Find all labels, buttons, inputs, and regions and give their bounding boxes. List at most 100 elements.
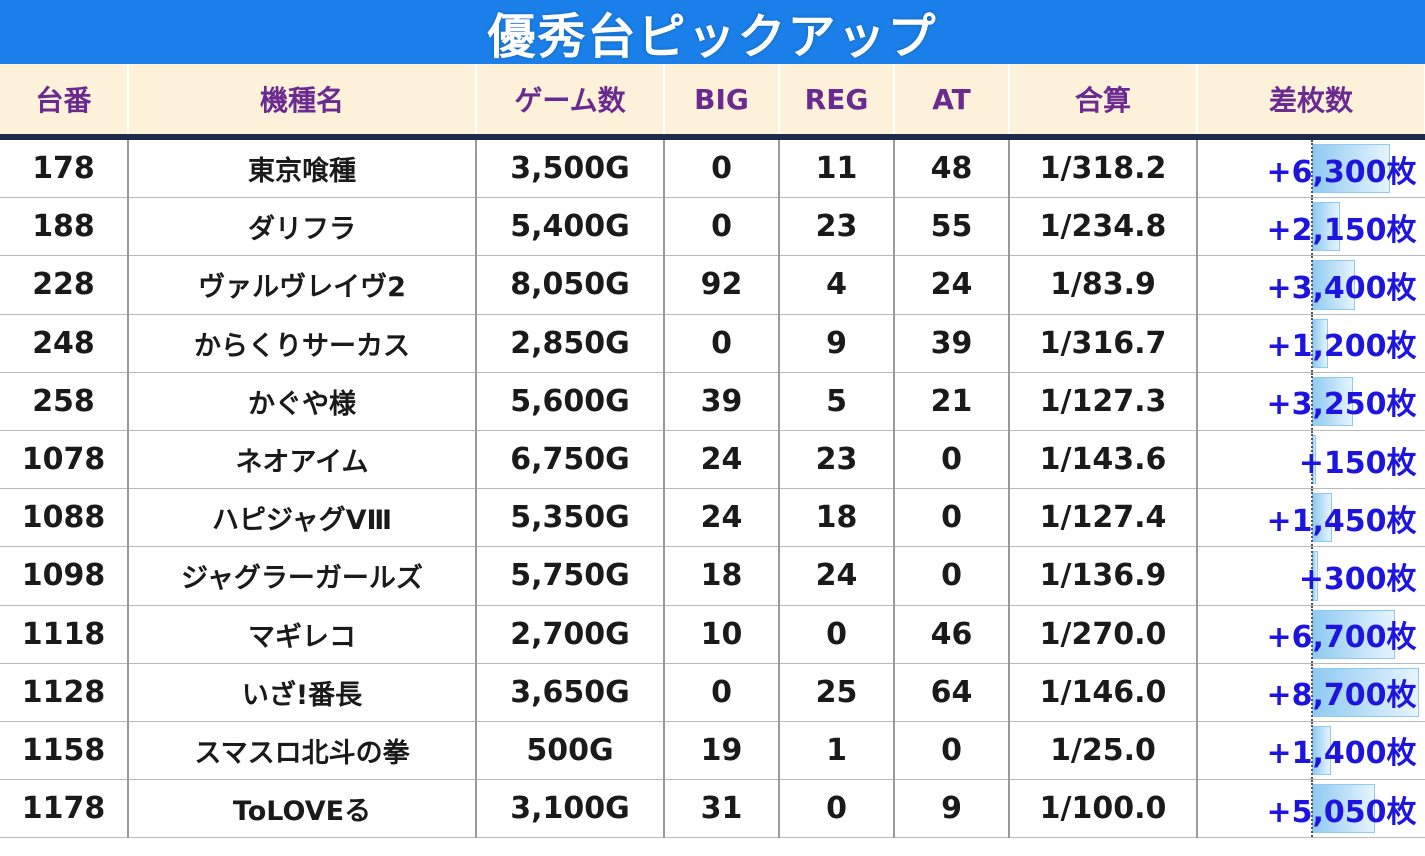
combined-rate-cell: 1/270.0 — [1008, 604, 1198, 664]
big-count-cell: 19 — [663, 720, 780, 781]
at-count-cell: 46 — [893, 604, 1010, 664]
combined-rate-cell: 1/143.6 — [1008, 429, 1198, 490]
data-bar-axis — [1311, 256, 1313, 314]
machine-number-cell: 1118 — [0, 604, 129, 664]
combined-rate-cell: 1/136.9 — [1008, 546, 1198, 606]
difference-cell: +3,250枚 — [1196, 371, 1425, 431]
big-count-cell: 18 — [663, 546, 780, 606]
difference-value: +150枚 — [1298, 445, 1417, 481]
at-count-cell: 21 — [893, 371, 1010, 431]
game-count-cell: 6,750G — [475, 429, 665, 490]
machine-number-cell: 258 — [0, 371, 129, 431]
data-bar-axis — [1311, 605, 1313, 663]
machine-number-cell: 228 — [0, 255, 129, 315]
header-row: 台番 機種名 ゲーム数 BIG REG AT 合算 差枚数 — [0, 64, 1425, 140]
difference-cell: +3,400枚 — [1196, 255, 1425, 315]
difference-cell: +1,400枚 — [1196, 720, 1425, 781]
game-count-cell: 8,050G — [475, 255, 665, 315]
machine-number-cell: 1098 — [0, 546, 129, 606]
difference-value: +1,450枚 — [1266, 503, 1417, 539]
page-title: 優秀台ピックアップ — [487, 9, 938, 65]
combined-rate-cell: 1/234.8 — [1008, 197, 1198, 257]
combined-rate-cell: 1/316.7 — [1008, 313, 1198, 373]
at-count-cell: 9 — [893, 779, 1010, 839]
header-big: BIG — [663, 64, 780, 140]
machine-number-cell: 248 — [0, 313, 129, 373]
difference-value: +1,200枚 — [1266, 329, 1417, 365]
difference-value: +6,300枚 — [1266, 154, 1417, 190]
machine-name-cell: 東京喰種 — [127, 136, 477, 199]
big-count-cell: 0 — [663, 197, 780, 257]
data-bar-axis — [1311, 547, 1313, 605]
game-count-cell: 5,600G — [475, 371, 665, 431]
header-machine-number: 台番 — [0, 64, 129, 140]
reg-count-cell: 18 — [778, 488, 895, 548]
table-row: 1088 ハピジャグVⅢ 5,350G 24 18 0 1/127.4 +1,450枚 — [0, 488, 1425, 548]
big-count-cell: 10 — [663, 604, 780, 664]
at-count-cell: 0 — [893, 488, 1010, 548]
combined-rate-cell: 1/127.3 — [1008, 371, 1198, 431]
machine-name-cell: マギレコ — [127, 604, 477, 664]
big-count-cell: 24 — [663, 488, 780, 548]
combined-rate-cell: 1/127.4 — [1008, 488, 1198, 548]
table-row: 1118 マギレコ 2,700G 10 0 46 1/270.0 +6,700枚 — [0, 604, 1425, 664]
combined-rate-cell: 1/146.0 — [1008, 662, 1198, 722]
reg-count-cell: 0 — [778, 779, 895, 839]
header-machine-name: 機種名 — [127, 64, 477, 140]
difference-value: +5,050枚 — [1266, 794, 1417, 830]
at-count-cell: 39 — [893, 313, 1010, 373]
difference-cell: +2,150枚 — [1196, 197, 1425, 257]
reg-count-cell: 1 — [778, 720, 895, 781]
combined-rate-cell: 1/83.9 — [1008, 255, 1198, 315]
reg-count-cell: 23 — [778, 197, 895, 257]
difference-cell: +8,700枚 — [1196, 662, 1425, 722]
data-bar-axis — [1311, 721, 1313, 780]
at-count-cell: 64 — [893, 662, 1010, 722]
difference-value: +2,150枚 — [1266, 212, 1417, 248]
big-count-cell: 0 — [663, 136, 780, 199]
header-reg: REG — [778, 64, 895, 140]
difference-cell: +5,050枚 — [1196, 779, 1425, 839]
table-row: 1158 スマスロ北斗の拳 500G 19 1 0 1/25.0 +1,400枚 — [0, 720, 1425, 781]
game-count-cell: 5,750G — [475, 546, 665, 606]
machine-name-cell: スマスロ北斗の拳 — [127, 720, 477, 781]
data-bar-axis — [1311, 489, 1313, 547]
game-count-cell: 5,350G — [475, 488, 665, 548]
data-bar-axis — [1311, 372, 1313, 430]
game-count-cell: 3,100G — [475, 779, 665, 839]
difference-cell: +6,700枚 — [1196, 604, 1425, 664]
data-bar-axis — [1311, 663, 1313, 721]
pickup-table: 台番 機種名 ゲーム数 BIG REG AT 合算 差枚数 178 東京喰種 3,5… — [0, 64, 1425, 839]
difference-cell: +300枚 — [1196, 546, 1425, 606]
table-row: 248 からくりサーカス 2,850G 0 9 39 1/316.7 +1,200枚 — [0, 313, 1425, 373]
machine-name-cell: いざ!番長 — [127, 662, 477, 722]
game-count-cell: 500G — [475, 720, 665, 781]
difference-value: +1,400枚 — [1266, 736, 1417, 772]
combined-rate-cell: 1/100.0 — [1008, 779, 1198, 839]
difference-data-bar — [1312, 667, 1419, 717]
machine-number-cell: 1078 — [0, 429, 129, 490]
machine-number-cell: 1128 — [0, 662, 129, 722]
reg-count-cell: 11 — [778, 136, 895, 199]
table-row: 188 ダリフラ 5,400G 0 23 55 1/234.8 +2,150枚 — [0, 197, 1425, 257]
machine-number-cell: 1088 — [0, 488, 129, 548]
header-at: AT — [893, 64, 1010, 140]
difference-cell: +1,200枚 — [1196, 313, 1425, 373]
difference-data-bar — [1312, 144, 1390, 194]
difference-value: +3,400枚 — [1266, 270, 1417, 306]
big-count-cell: 0 — [663, 662, 780, 722]
machine-number-cell: 178 — [0, 136, 129, 199]
table-row: 228 ヴァルヴレイヴ2 8,050G 92 4 24 1/83.9 +3,400枚 — [0, 255, 1425, 315]
at-count-cell: 48 — [893, 136, 1010, 199]
machine-name-cell: ネオアイム — [127, 429, 477, 490]
table-row: 1098 ジャグラーガールズ 5,750G 18 24 0 1/136.9 +300枚 — [0, 546, 1425, 606]
difference-data-bar — [1312, 609, 1395, 659]
at-count-cell: 0 — [893, 546, 1010, 606]
big-count-cell: 31 — [663, 779, 780, 839]
machine-name-cell: ダリフラ — [127, 197, 477, 257]
table-row: 258 かぐや様 5,600G 39 5 21 1/127.3 +3,250枚 — [0, 371, 1425, 431]
reg-count-cell: 0 — [778, 604, 895, 664]
table-row: 1178 ToLOVEる 3,100G 31 0 9 1/100.0 +5,050枚 — [0, 779, 1425, 839]
game-count-cell: 5,400G — [475, 197, 665, 257]
machine-number-cell: 1158 — [0, 720, 129, 781]
